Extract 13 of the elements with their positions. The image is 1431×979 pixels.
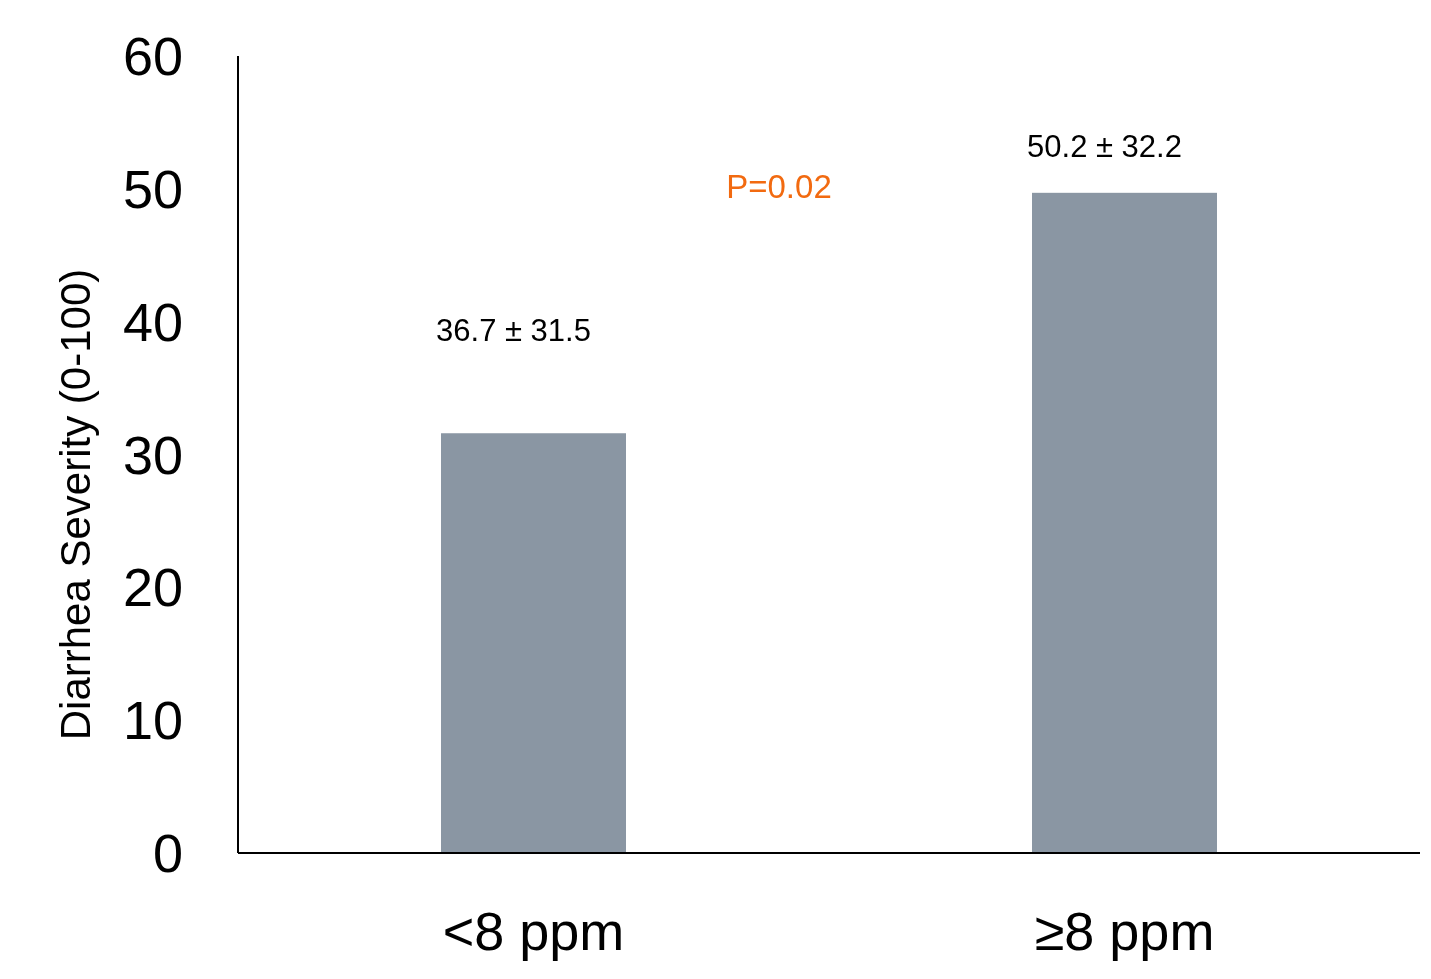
y-tick-label: 60 <box>122 26 183 86</box>
y-tick-label: 30 <box>122 424 183 485</box>
y-tick-label: 0 <box>152 823 183 883</box>
x-tick-label: <8 ppm <box>442 901 625 961</box>
y-tick-label: 20 <box>122 557 183 618</box>
annotation: 36.7 ± 31.5 <box>436 313 591 349</box>
y-tick-label: 50 <box>122 158 183 219</box>
x-tick-label: ≥8 ppm <box>1034 901 1215 961</box>
y-axis-title: Diarrhea Severity (0-100) <box>51 268 99 741</box>
y-tick-label: 40 <box>122 291 183 352</box>
y-tick-label: 10 <box>122 690 183 751</box>
annotation: 50.2 ± 32.2 <box>1027 128 1182 164</box>
annotation: P=0.02 <box>726 167 832 205</box>
